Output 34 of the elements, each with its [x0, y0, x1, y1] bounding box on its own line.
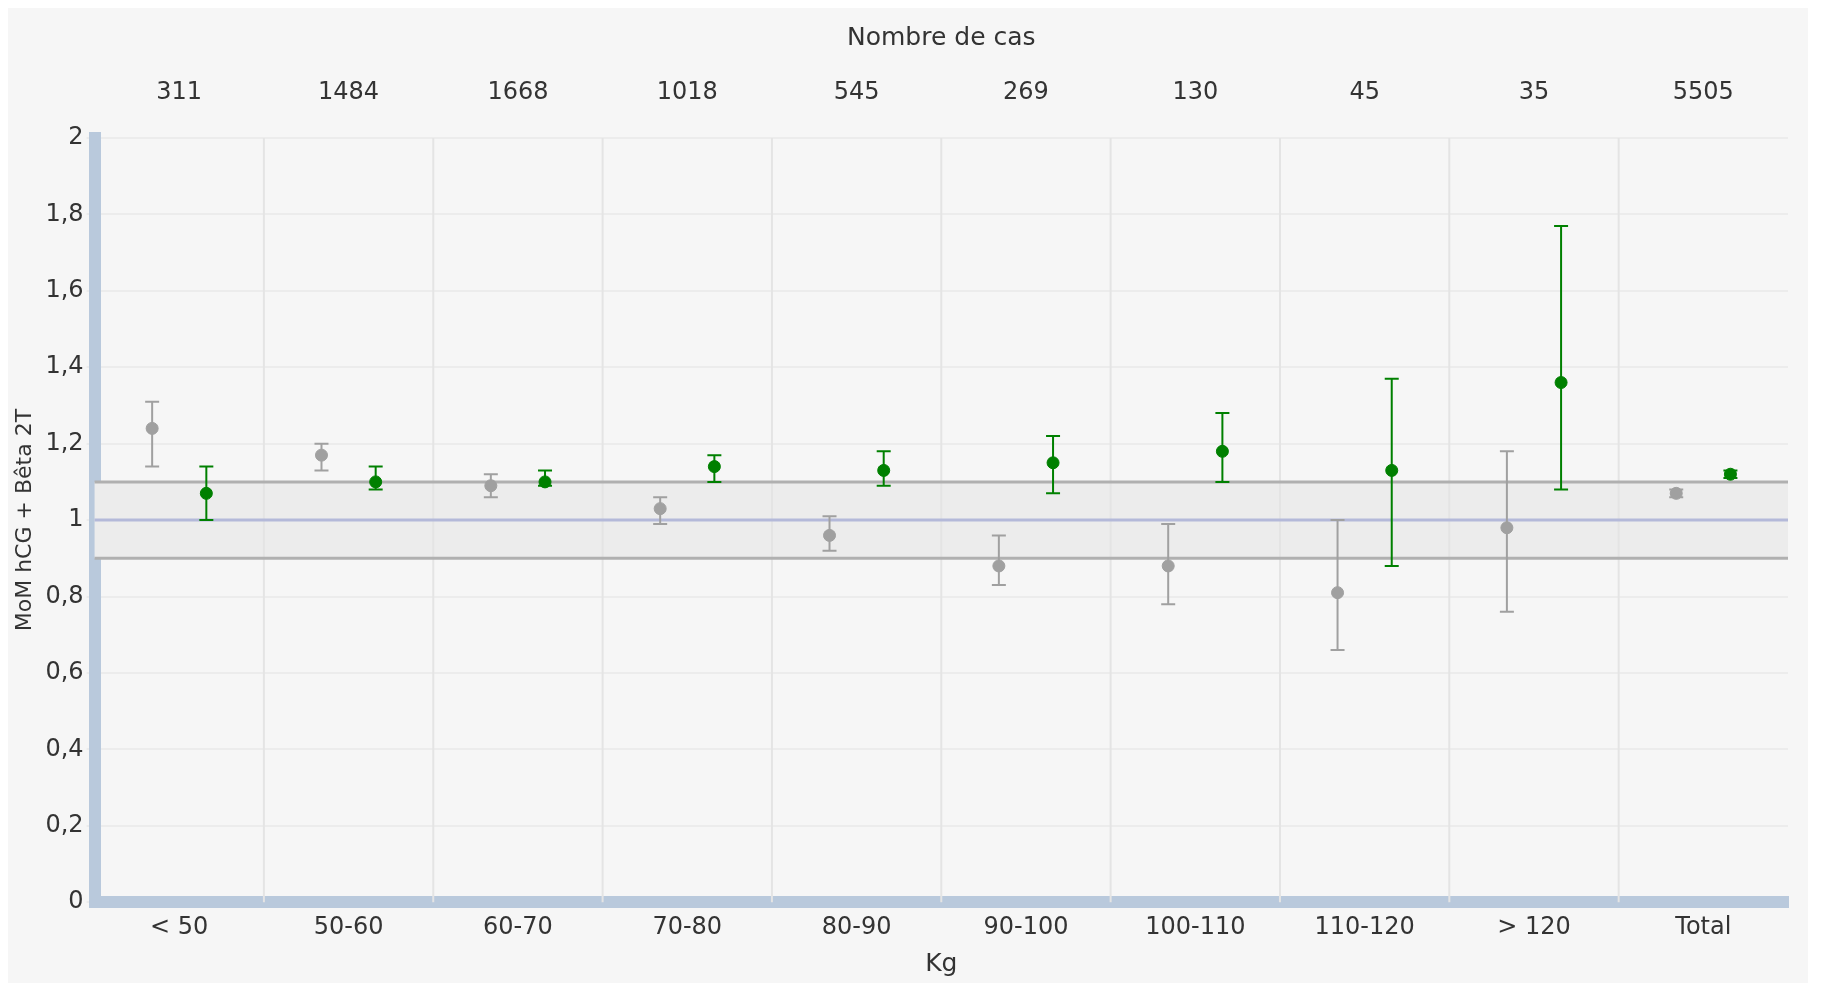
x-tick-label: 50-60 — [313, 911, 384, 940]
y-tick-label: 1,6 — [45, 275, 84, 304]
x-tick-label: 80-90 — [821, 911, 892, 940]
text: 1668 — [487, 77, 549, 106]
text: 1484 — [318, 77, 380, 106]
text: 5505 — [1672, 77, 1734, 106]
text: 130 — [1172, 77, 1219, 106]
y-tick-label: 0,4 — [45, 733, 84, 762]
y-tick-label: 1 — [68, 504, 84, 533]
x-tick-label: 100-110 — [1145, 911, 1246, 940]
y-tick-label: 2 — [68, 122, 84, 151]
text: 545 — [833, 77, 880, 106]
text: 35 — [1518, 77, 1550, 106]
y-axis-title: MoM hCG + Bêta 2T — [10, 408, 36, 632]
text: 45 — [1349, 77, 1380, 106]
x-tick-label: 90-100 — [983, 911, 1069, 940]
text: 269 — [1003, 77, 1049, 106]
y-tick-label: 1,2 — [45, 427, 84, 456]
text: 1018 — [656, 77, 718, 106]
y-tick-label: 0,8 — [45, 580, 84, 609]
x-tick-label: 70-80 — [652, 911, 723, 940]
x2-axis-title: Nombre de cas — [847, 21, 1036, 51]
x-tick-label: 60-70 — [483, 911, 553, 940]
y-tick-label: 1,4 — [45, 351, 84, 380]
text: 311 — [156, 77, 203, 106]
y-tick-label: 0 — [68, 886, 84, 915]
x-tick-label: < 50 — [150, 911, 209, 940]
x-tick-label: > 120 — [1497, 911, 1571, 940]
y-tick-label: 1,8 — [45, 198, 84, 227]
y-tick-label: 0,2 — [45, 810, 84, 839]
x-tick-label: Total — [1674, 911, 1732, 940]
x-tick-label: 110-120 — [1314, 911, 1415, 940]
y-tick-label: 0,6 — [45, 657, 84, 686]
x-axis-title: Kg — [925, 947, 958, 977]
